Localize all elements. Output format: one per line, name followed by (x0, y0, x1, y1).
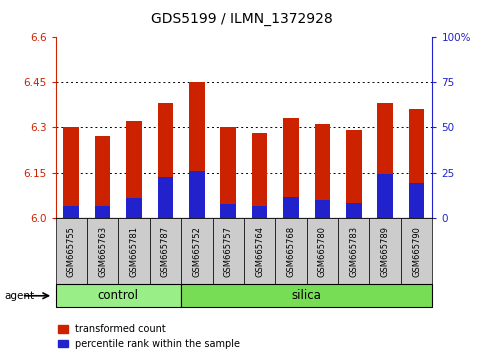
Bar (409, 183, 425, 218)
Bar (283, 118, 299, 218)
Bar (409, 109, 425, 218)
Bar (252, 206, 268, 218)
Bar (189, 171, 205, 218)
Text: GSM665755: GSM665755 (67, 226, 76, 277)
Text: agent: agent (5, 291, 35, 301)
Text: GSM665757: GSM665757 (224, 226, 233, 277)
Text: GSM665783: GSM665783 (349, 226, 358, 278)
Bar (63, 206, 79, 218)
Bar (63, 127, 79, 218)
Bar (252, 133, 268, 218)
Bar (220, 127, 236, 218)
Text: GSM665789: GSM665789 (381, 226, 390, 277)
Text: GSM665790: GSM665790 (412, 226, 421, 277)
Text: GSM665780: GSM665780 (318, 226, 327, 277)
Text: GSM665752: GSM665752 (192, 226, 201, 277)
Text: GSM665764: GSM665764 (255, 226, 264, 277)
Bar (95, 206, 111, 218)
Bar (377, 174, 393, 218)
Text: GSM665763: GSM665763 (98, 226, 107, 278)
Text: GSM665768: GSM665768 (286, 226, 296, 278)
Bar (346, 130, 362, 218)
Legend: transformed count, percentile rank within the sample: transformed count, percentile rank withi… (58, 324, 241, 349)
Text: GSM665787: GSM665787 (161, 226, 170, 278)
Bar (314, 124, 330, 218)
Bar (126, 121, 142, 218)
Bar (314, 200, 330, 218)
Bar (189, 82, 205, 218)
Bar (283, 196, 299, 218)
Bar (220, 204, 236, 218)
Bar (126, 198, 142, 218)
Bar (157, 103, 173, 218)
Text: GDS5199 / ILMN_1372928: GDS5199 / ILMN_1372928 (151, 12, 332, 27)
Text: silica: silica (292, 289, 322, 302)
Bar (157, 177, 173, 218)
Bar (377, 103, 393, 218)
Text: control: control (98, 289, 139, 302)
Text: GSM665781: GSM665781 (129, 226, 139, 277)
Bar (346, 202, 362, 218)
Bar (95, 136, 111, 218)
